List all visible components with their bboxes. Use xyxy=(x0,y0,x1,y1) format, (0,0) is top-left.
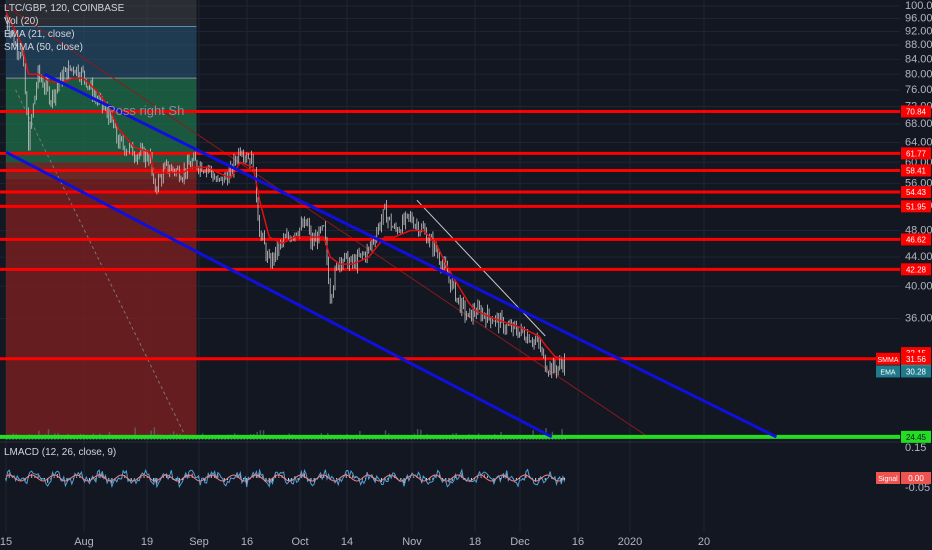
dotted-projection-line xyxy=(15,89,187,438)
price-tick-label: 64.00 xyxy=(905,137,932,149)
vol-legend[interactable]: Vol (20) xyxy=(4,16,39,27)
support-badge: 24.45 xyxy=(906,433,927,442)
price-badge-bg xyxy=(901,365,931,378)
time-tick-label: 14 xyxy=(341,536,353,548)
macd-tick-label: -0.05 xyxy=(905,482,930,494)
time-tick-label: Aug xyxy=(74,536,94,548)
support-badge-bg xyxy=(901,430,931,443)
horizontal-levels[interactable] xyxy=(0,109,900,439)
channel-lower-line xyxy=(5,150,553,439)
volume-bar xyxy=(134,427,136,440)
macd-line xyxy=(5,468,566,489)
macd-legend[interactable]: LMACD (12, 26, close, 9) xyxy=(4,447,117,458)
level-badge-bg xyxy=(901,164,931,177)
ema-legend[interactable]: EMA (21, close) xyxy=(4,29,75,40)
signal-tag: Signal xyxy=(878,476,898,483)
price-tick-label: 96.00 xyxy=(905,12,932,24)
time-tick-label: 16 xyxy=(572,536,584,548)
signal-value: 0.00 xyxy=(908,474,924,483)
volume-bar xyxy=(153,427,156,440)
volume-bar xyxy=(266,437,268,440)
level-badge: 51.95 xyxy=(906,202,927,211)
ema-polyline xyxy=(5,11,565,360)
volume-bar xyxy=(192,437,194,440)
time-tick-label: Sep xyxy=(189,536,209,548)
indicator-tag-bg xyxy=(876,365,900,378)
level-badge-bg xyxy=(901,105,931,118)
level-badge: 54.43 xyxy=(906,188,927,197)
time-tick-label: Oct xyxy=(291,536,308,548)
time-tick-label: 15 xyxy=(0,536,12,548)
level-badge-bg xyxy=(901,263,931,276)
level-badge: 70.84 xyxy=(906,107,927,116)
price-tick-label: 80.00 xyxy=(905,68,932,80)
level-badge: 58.41 xyxy=(906,166,927,175)
time-tick-label: 18 xyxy=(469,536,481,548)
smma-value-badge: 31.56 xyxy=(906,355,927,364)
time-tick-label: 16 xyxy=(241,536,253,548)
price-badge: 30.28 xyxy=(906,367,927,376)
time-tick-label: Dec xyxy=(510,536,530,548)
level-badge: 46.62 xyxy=(906,235,927,244)
level-badge: 42.28 xyxy=(906,265,927,274)
ema-line xyxy=(5,11,565,360)
price-tick-label: 84.00 xyxy=(905,53,932,65)
level-badge: 61.77 xyxy=(906,149,927,158)
long-position-tool[interactable] xyxy=(6,0,197,437)
price-tick-label: 40.00 xyxy=(905,280,932,292)
descending-channel[interactable] xyxy=(5,72,778,439)
signal-tag-bg xyxy=(876,472,900,484)
price-tick-label: 44.00 xyxy=(905,251,932,263)
price-tick-label: 36.00 xyxy=(905,313,932,325)
position-upper-zone xyxy=(6,0,197,27)
volume-bar xyxy=(47,429,50,440)
macd-pane xyxy=(5,468,566,489)
time-tick-label: 20 xyxy=(698,536,710,548)
smma-legend[interactable]: SMMA (50, close) xyxy=(4,42,83,53)
price-badges: 70.84 61.77 58.41 54.43 51.95 46.62 42.28 24.45… xyxy=(876,105,931,484)
smma-value-badge-bg xyxy=(901,352,931,365)
channel-upper-line xyxy=(43,72,778,439)
volume-bar xyxy=(224,437,226,440)
volume-bar xyxy=(503,437,506,440)
level-badge-bg xyxy=(901,186,931,199)
price-tick-label: 68.00 xyxy=(905,118,932,130)
volume-bar xyxy=(246,437,249,440)
indicator-tag: SMMA xyxy=(878,357,899,364)
price-tick-label: 76.00 xyxy=(905,84,932,96)
volume-bar xyxy=(25,437,27,440)
time-axis[interactable]: 15 Aug 19 Sep 16 Oct 14 Nov 18 Dec 16 2020 20 xyxy=(0,536,710,548)
symbol-legend[interactable]: LTC/GBP, 120, COINBASE xyxy=(4,3,125,14)
volume-bar xyxy=(458,437,461,440)
time-tick-label: Nov xyxy=(402,536,422,548)
price-tick-label: 100.00 xyxy=(905,0,932,12)
volume-bar xyxy=(561,429,563,440)
level-badge-bg xyxy=(901,233,931,246)
indicator-tag: EMA xyxy=(880,369,896,376)
price-tick-label: 88.00 xyxy=(905,39,932,51)
indicator-tag-bg xyxy=(876,352,900,365)
trend-line xyxy=(5,5,649,438)
volume-bar xyxy=(416,429,419,440)
macd-tick-label: 0.15 xyxy=(905,442,926,454)
volume-bar xyxy=(526,437,528,440)
time-tick-label: 2020 xyxy=(618,536,642,548)
price-tick-label: 92.00 xyxy=(905,26,932,38)
signal-value-bg xyxy=(901,472,931,484)
level-badge-bg xyxy=(901,200,931,213)
time-tick-label: 19 xyxy=(141,536,153,548)
volume-bar xyxy=(465,437,467,440)
chart-annotation[interactable]: Poss right Sh xyxy=(107,103,185,118)
level-badge-bg xyxy=(901,147,931,160)
position-loss-zone xyxy=(6,162,197,437)
signal-line xyxy=(5,474,565,482)
